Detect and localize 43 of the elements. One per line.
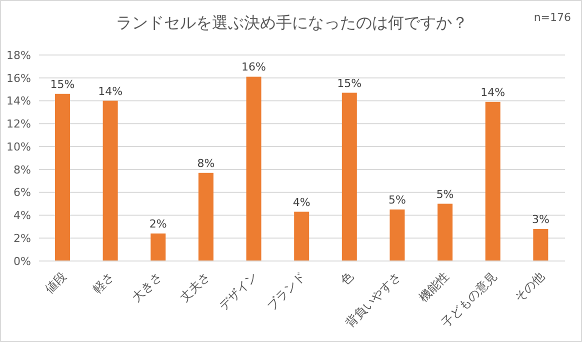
- y-tick-label: 0%: [14, 254, 31, 268]
- data-label: 5%: [436, 188, 454, 201]
- y-tick-label: 2%: [14, 232, 31, 246]
- x-tick-label: 大きさ: [129, 269, 165, 305]
- data-label: 3%: [532, 212, 550, 226]
- text: n=176: [534, 11, 571, 24]
- y-tick-label: 18%: [6, 48, 31, 62]
- data-label: 8%: [197, 156, 215, 170]
- y-tick-label: 16%: [6, 72, 31, 85]
- x-tick-label: 丈夫さ: [177, 269, 212, 305]
- x-tick-label: デザイン: [216, 269, 260, 314]
- bar: [102, 100, 118, 261]
- bar: [438, 204, 453, 261]
- data-label: 2%: [149, 218, 167, 231]
- x-tick-label: ブランド: [264, 269, 308, 314]
- x-tick-label: 色: [338, 269, 356, 288]
- y-tick-label: 14%: [6, 94, 31, 108]
- data-label: 15%: [337, 76, 362, 90]
- y-tick-label: 10%: [6, 140, 31, 154]
- x-tick-label: 軽さ: [90, 269, 117, 296]
- data-label: 4%: [292, 196, 310, 209]
- bar: [198, 172, 214, 261]
- y-tick-label: 4%: [14, 209, 31, 222]
- bar: [294, 212, 310, 261]
- data-label: 5%: [388, 194, 406, 206]
- y-tick-label: 6%: [14, 186, 31, 200]
- bar: [533, 228, 548, 261]
- y-tick-label: 8%: [14, 163, 31, 176]
- bar: [150, 234, 166, 261]
- bar: [246, 76, 262, 261]
- x-tick-label: その他: [512, 269, 548, 305]
- bar: [390, 210, 405, 261]
- x-tick-label: 値段: [42, 269, 70, 296]
- data-label: 14%: [480, 86, 506, 99]
- x-tick-label: 機能性: [416, 269, 452, 305]
- bar: [55, 94, 70, 261]
- bar: [485, 102, 500, 261]
- y-tick-label: 12%: [6, 118, 31, 131]
- bar: [342, 92, 357, 261]
- data-label: 16%: [242, 60, 266, 74]
- data-label: 15%: [50, 78, 75, 91]
- data-label: 14%: [98, 84, 123, 98]
- chart-title: ランドセルを選ぶ決め手になったのは何ですか？: [116, 13, 468, 32]
